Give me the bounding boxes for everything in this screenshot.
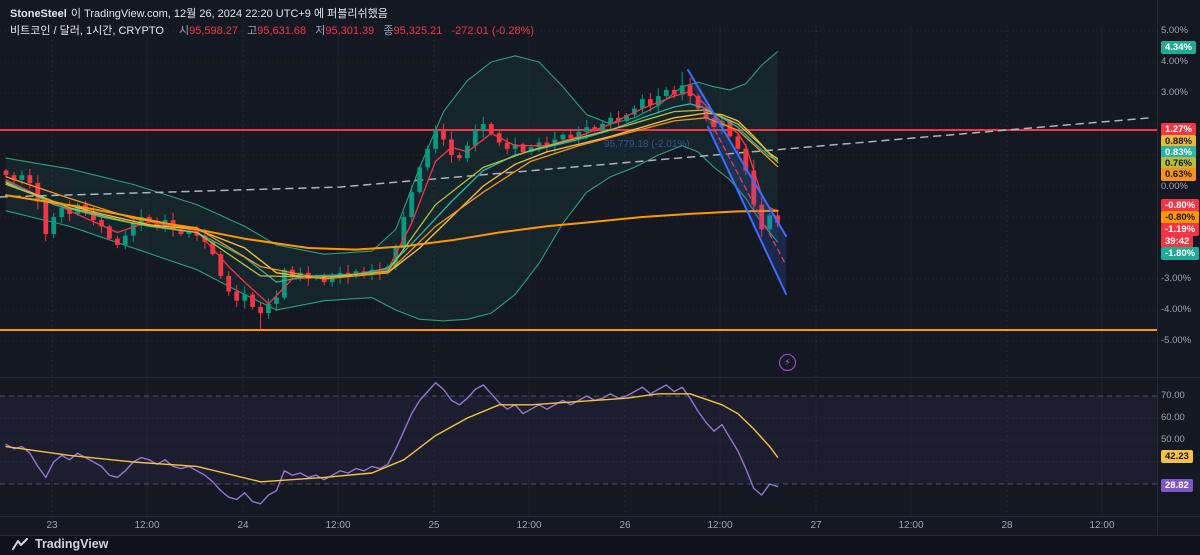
price-label-badge: 0.63% [1161,168,1196,181]
rsi-label-badge: 42.23 [1161,450,1193,463]
price-label-badge: 0.76% [1161,157,1196,170]
price-label-badge: 0.83% [1161,146,1196,159]
footer-bar [0,536,1200,555]
publisher-name: StoneSteel [10,8,67,20]
rsi-scale-label: 50.00 [1161,434,1185,445]
bollinger-upper-line [5,50,779,255]
candles [3,71,780,330]
price-scale-label: -4.00% [1161,304,1192,315]
high-value: 95,631.68 [257,25,307,37]
open-value: 95,598.27 [189,25,239,37]
dashed-trendline [0,117,1149,198]
tradingview-brand[interactable]: TradingView [35,537,109,551]
price-label-badge: 4.34% [1161,41,1196,54]
price-label-badge: 1.27% [1161,123,1196,136]
publish-text: 이 TradingView.com, 12월 26, 2024 22:20 UT… [70,8,388,20]
price-scale-label: 3.00% [1161,87,1188,98]
time-scale-label: 28 [1001,520,1013,531]
price-scale-label: 4.00% [1161,56,1188,67]
channel-lower-line [707,126,787,295]
close-label: 종 [383,25,394,37]
rsi-scale[interactable]: 70.00 60.00 50.00 42.23 28.82 [1161,0,1200,535]
bollinger-lower-line [5,145,779,322]
tradingview-logo-icon[interactable] [12,537,29,551]
time-scale-label: 12:00 [516,520,542,531]
time-scale-label: 12:00 [325,520,351,531]
time-scale-label: 23 [46,520,58,531]
price-scale[interactable]: 5.00% 4.34% 4.00% 3.00% 1.27% 0.88% 0.83% 0.76%… [1161,0,1200,535]
low-value: 95,301.39 [325,25,375,37]
time-scale-label: 27 [810,520,822,531]
channel-midline [697,97,787,266]
ma-orange-long-line [5,194,779,251]
rsi-scale-label: 70.00 [1161,390,1185,401]
time-scale[interactable]: 23 12:00 24 12:00 25 12:00 26 12:00 27 12:00 28 12:… [0,517,1157,535]
lightning-icon[interactable]: ⚡ [779,354,796,371]
price-label-badge: -0.80% [1161,199,1200,212]
rsi-ma-line [5,393,779,483]
time-scale-label: 12:00 [707,520,733,531]
rsi-scale-label: 60.00 [1161,412,1185,423]
rsi-pane [0,382,1157,505]
time-scale-label: 26 [619,520,631,531]
price-label-badge: -1.19% [1161,223,1200,236]
change-value: -272.01 (-0.28%) [451,25,535,37]
time-scale-label: 12:00 [1089,520,1115,531]
channel-upper-line [687,69,787,237]
rsi-line [5,382,779,505]
price-label-badge: 0.88% [1161,135,1196,148]
time-scale-label: 24 [237,520,249,531]
price-scale-label: -3.00% [1161,273,1192,284]
footer: TradingView [12,537,108,551]
rsi-band [0,396,1157,484]
price-label-badge: -1.80% [1161,247,1200,260]
publish-info: StoneSteel 이 TradingView.com, 12월 26, 202… [10,5,388,21]
time-scale-label: 25 [428,520,440,531]
gridlines [0,25,1157,516]
symbol-title[interactable]: 비트코인 / 달러, 1시간, CRYPTO [10,25,164,37]
time-scale-label: 12:00 [898,520,924,531]
bollinger-fill [6,51,778,321]
rsi-label-badge: 28.82 [1161,479,1193,492]
price-label-badge: 39:42 [1161,235,1194,248]
drawing-stats-watermark: 95,779.18 (-2.01%) [604,139,690,150]
ma-olive-line [5,109,779,279]
price-label-badge: -0.80% [1161,211,1200,224]
time-scale-label: 12:00 [134,520,160,531]
open-label: 시 [178,25,190,37]
symbol-info-row: 비트코인 / 달러, 1시간, CRYPTO 시95,598.27 고95,63… [10,22,534,38]
close-value: 95,325.21 [393,25,443,37]
high-label: 고 [247,25,258,37]
price-scale-label: -5.00% [1161,335,1192,346]
price-scale-label: 0.00% [1161,181,1188,192]
price-pane [0,50,1157,331]
price-scale-label: 5.00% [1161,25,1188,36]
low-label: 저 [315,25,326,37]
